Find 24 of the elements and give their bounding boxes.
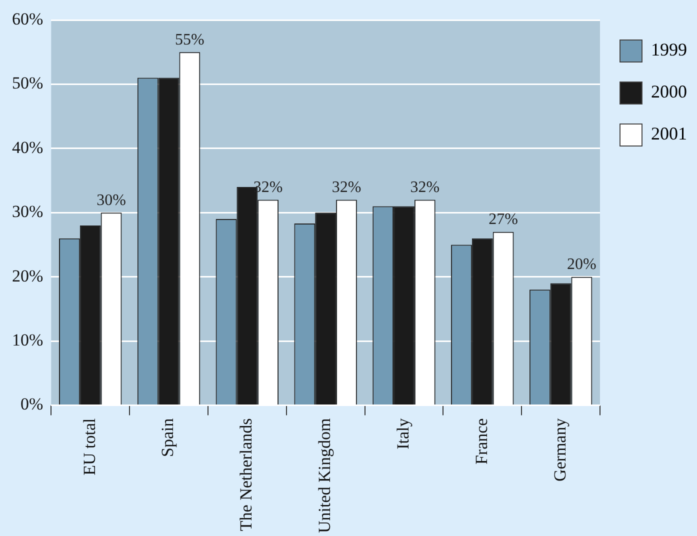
x-tick-label: The Netherlands: [236, 418, 256, 532]
data-label: 27%: [488, 211, 518, 228]
y-tick-label: 50%: [12, 74, 44, 93]
data-label: 32%: [332, 178, 362, 196]
y-tick-label: 60%: [12, 9, 44, 28]
data-label: 20%: [567, 256, 596, 274]
x-tick-label: EU total: [80, 418, 99, 476]
legend-label: 1999: [651, 40, 687, 60]
y-tick-label: 0%: [20, 394, 44, 414]
y-tick-label: 30%: [12, 202, 44, 222]
x-tick-label: Spain: [158, 418, 178, 457]
y-tick-label: 20%: [12, 266, 44, 286]
x-tick-label: Italy: [393, 418, 412, 450]
legend-label: 2000: [651, 82, 687, 102]
data-label: 55%: [175, 31, 204, 48]
y-tick-label: 10%: [12, 330, 44, 350]
legend-label: 2001: [651, 124, 687, 144]
y-tick-label: 40%: [12, 138, 44, 157]
data-label: 30%: [96, 192, 126, 209]
x-tick-label: United Kingdom: [315, 418, 334, 534]
data-label: 32%: [410, 178, 440, 196]
data-label: 32%: [253, 178, 283, 196]
x-tick-label: Germany: [550, 418, 570, 482]
x-tick-label: France: [472, 418, 491, 465]
